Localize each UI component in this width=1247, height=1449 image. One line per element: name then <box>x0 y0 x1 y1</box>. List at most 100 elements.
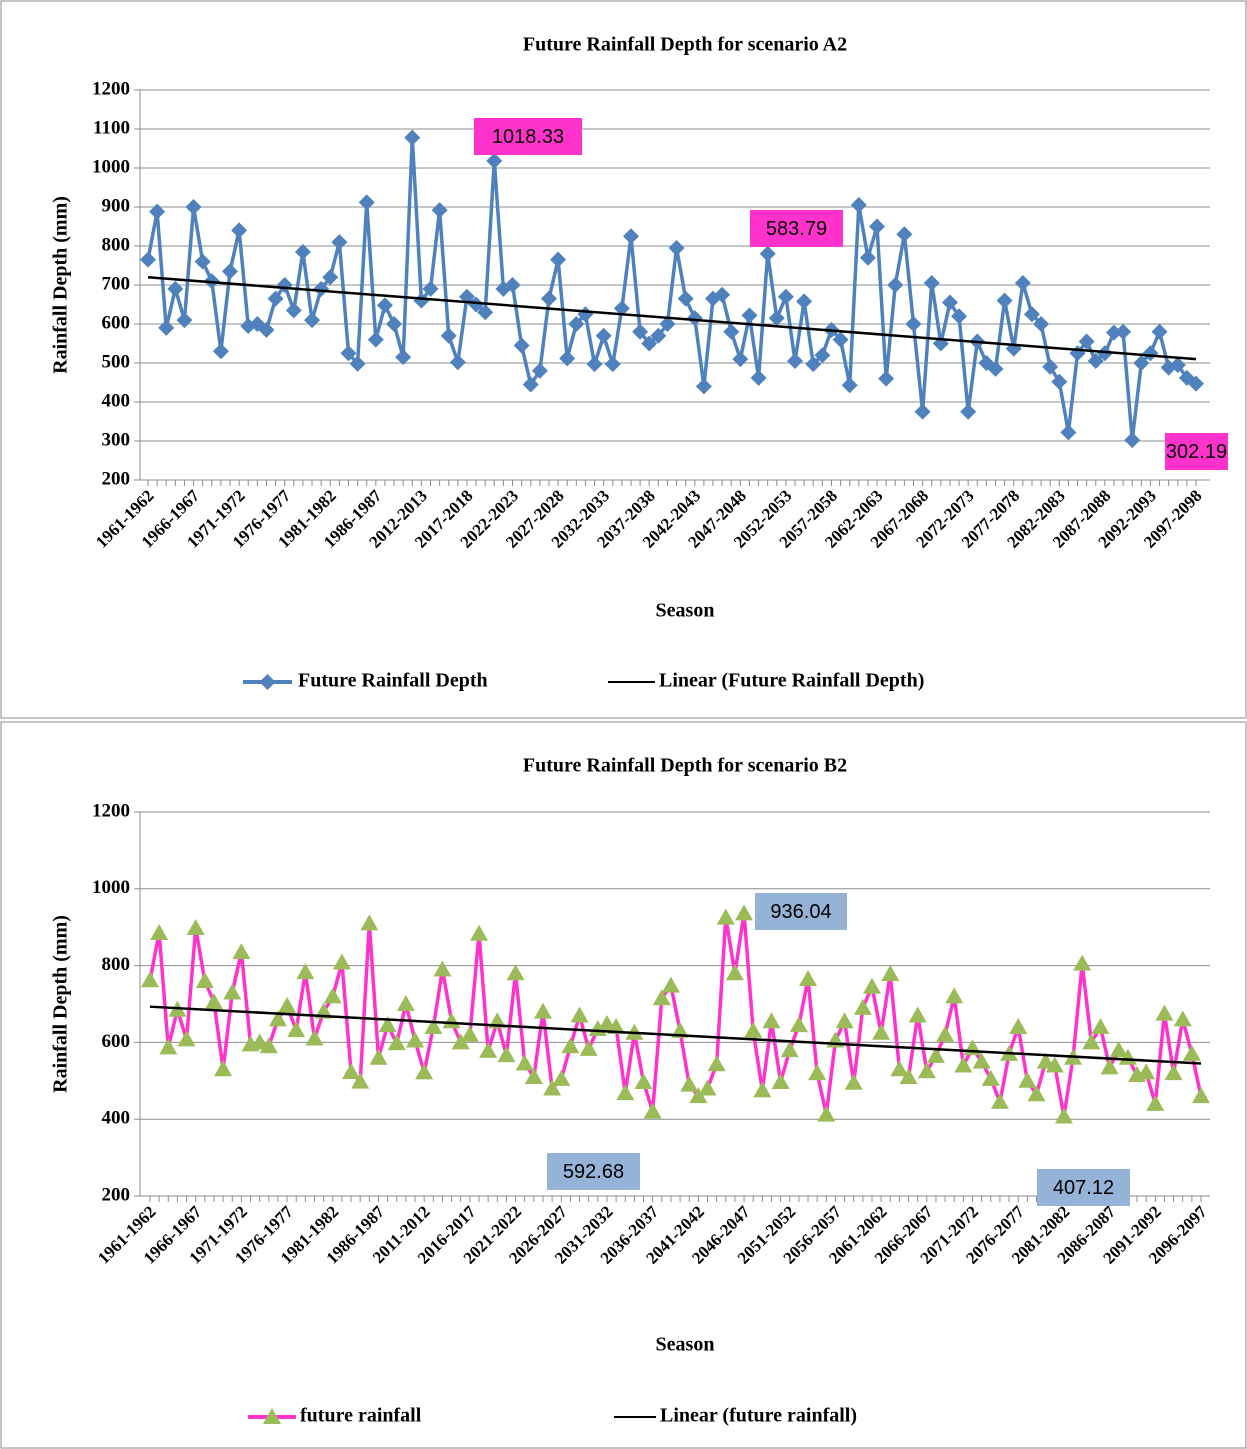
data-point <box>323 987 342 1004</box>
data-point <box>917 1062 936 1079</box>
trend-line <box>147 275 1197 361</box>
data-point <box>1009 1018 1028 1035</box>
y-tick-label: 700 <box>102 273 131 294</box>
data-point <box>890 1060 909 1077</box>
data-point <box>951 308 968 325</box>
data-point <box>231 222 248 239</box>
annotation-box <box>1037 1169 1130 1206</box>
data-point <box>479 1041 498 1058</box>
annotation: 936.04 <box>770 901 831 923</box>
data-point <box>613 300 630 317</box>
y-tick-label: 800 <box>102 954 131 975</box>
data-point <box>212 343 229 360</box>
data-point <box>552 1069 571 1086</box>
data-point <box>716 908 735 925</box>
chart-frame <box>0 0 1247 719</box>
data-point <box>543 1079 562 1096</box>
data-point <box>707 1055 726 1072</box>
data-point <box>607 1018 626 1035</box>
data-point <box>185 199 202 215</box>
annotation-box <box>750 210 843 247</box>
data-point <box>533 1002 552 1019</box>
data-point <box>1014 275 1031 292</box>
data-point <box>504 277 521 293</box>
legend-label: future rainfall <box>300 1405 422 1427</box>
annotation: 407.12 <box>1053 1177 1114 1199</box>
data-point <box>186 918 205 935</box>
data-point <box>258 321 275 338</box>
data-point <box>872 1023 891 1040</box>
data-point <box>641 335 658 352</box>
data-point <box>1087 353 1104 370</box>
data-point <box>972 1052 991 1069</box>
data-point <box>1027 1085 1046 1102</box>
data-point <box>431 202 448 219</box>
y-axis-title: Rainfall Depth (mm) <box>50 915 72 1093</box>
data-point <box>150 923 169 940</box>
data-point <box>1082 1033 1101 1050</box>
data-point <box>1151 323 1168 340</box>
data-point <box>744 1021 763 1038</box>
annotation-box <box>1165 433 1228 470</box>
data-point <box>378 1016 397 1033</box>
data-point <box>1182 1044 1201 1061</box>
data-point <box>680 1075 699 1092</box>
data-point <box>313 280 330 297</box>
data-point <box>677 290 694 307</box>
data-point <box>285 302 302 319</box>
data-point <box>1124 432 1141 449</box>
data-point <box>570 1006 589 1023</box>
data-point <box>524 1067 543 1084</box>
data-point <box>990 1092 1009 1109</box>
data-point <box>832 331 849 348</box>
legend-label: Linear (Future Rainfall Depth) <box>659 670 924 692</box>
data-point <box>987 360 1004 377</box>
data-point <box>513 337 530 354</box>
x-axis-title: Season <box>656 1334 715 1356</box>
data-point <box>771 1072 790 1089</box>
data-point <box>1169 356 1186 373</box>
data-point <box>1073 954 1092 971</box>
data-point <box>351 1072 370 1089</box>
data-point <box>1155 1004 1174 1021</box>
y-tick-label: 900 <box>102 195 131 216</box>
data-point <box>506 964 525 981</box>
data-point <box>622 228 639 245</box>
data-point <box>799 970 818 987</box>
data-point <box>250 1033 269 1050</box>
data-point <box>768 310 785 327</box>
data-point <box>960 403 977 420</box>
data-point <box>522 376 539 393</box>
y-tick-label: 1200 <box>92 800 130 821</box>
data-point <box>862 977 881 994</box>
data-point <box>817 1105 836 1122</box>
annotation: 1018.33 <box>492 126 564 148</box>
data-point <box>881 965 900 982</box>
chart-title: Future Rainfall Depth for scenario A2 <box>523 34 847 56</box>
data-point <box>698 1079 717 1096</box>
y-tick-label: 1100 <box>93 117 130 138</box>
data-point <box>695 378 712 395</box>
y-tick-label: 800 <box>102 234 131 255</box>
data-point <box>559 350 576 367</box>
y-tick-label: 1200 <box>92 78 130 99</box>
data-point <box>395 349 412 366</box>
annotation: 583.79 <box>766 218 827 240</box>
data-point <box>1036 1052 1055 1069</box>
data-point <box>1078 333 1095 350</box>
data-point <box>149 203 166 220</box>
data-point <box>579 1039 598 1056</box>
annotation-box <box>474 118 582 155</box>
data-point <box>340 345 357 362</box>
data-point <box>278 996 297 1013</box>
data-point <box>650 327 667 344</box>
data-point <box>762 1012 781 1029</box>
data-point <box>331 234 348 251</box>
data-point <box>844 1073 863 1090</box>
data-point <box>497 1046 516 1063</box>
data-point <box>287 1021 306 1038</box>
legend-label: Linear (future rainfall) <box>660 1405 857 1427</box>
data-point <box>595 327 612 344</box>
data-point <box>360 914 379 931</box>
data-point <box>1188 375 1204 392</box>
